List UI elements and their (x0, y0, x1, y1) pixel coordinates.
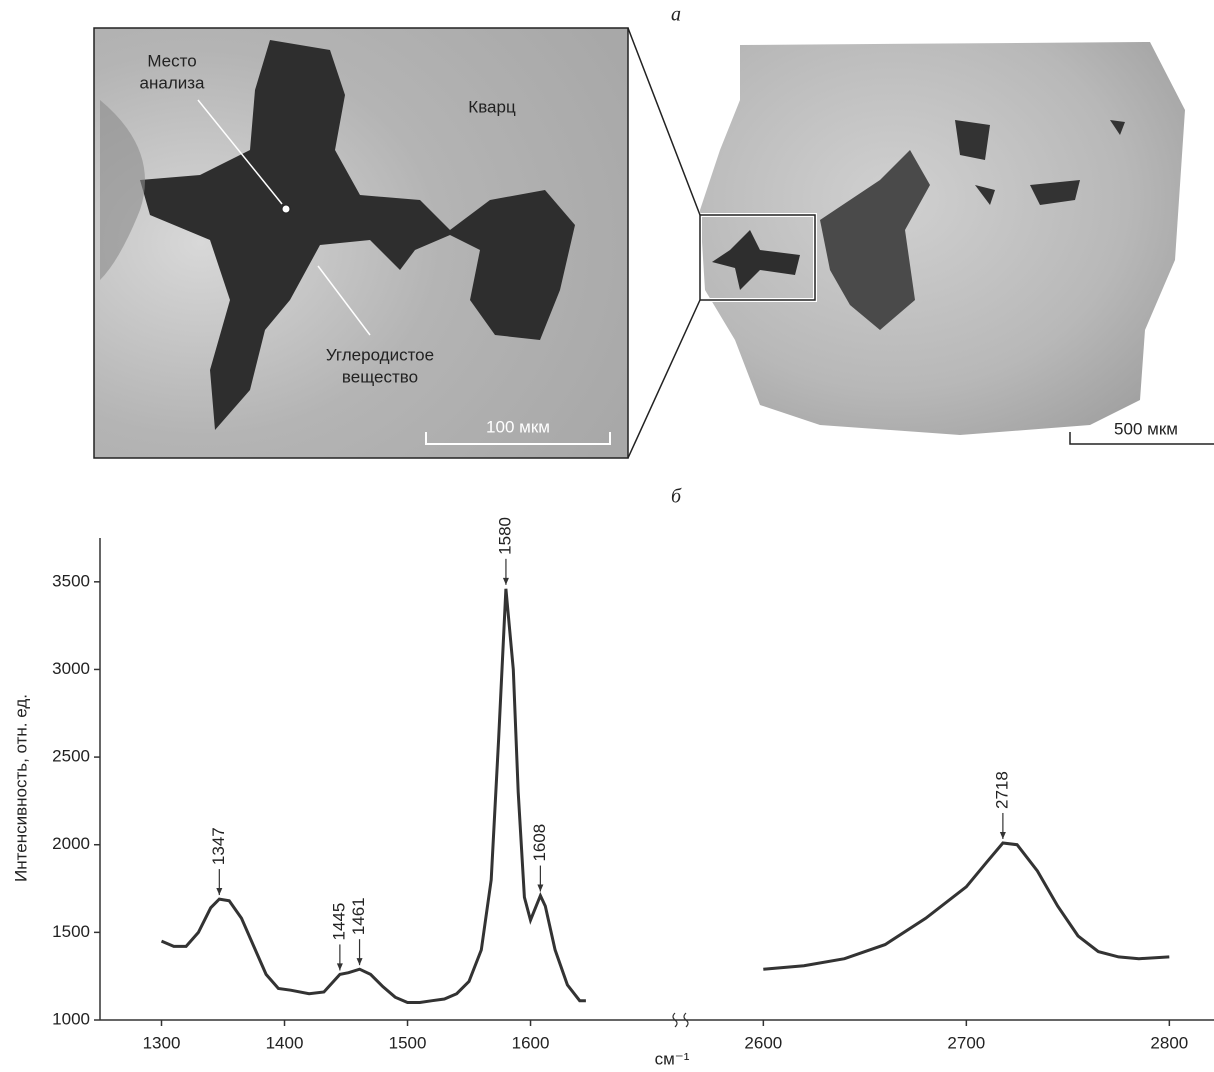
annotation: Углеродистое (326, 345, 434, 364)
y-axis-label: Интенсивность, отн. ед. (11, 694, 30, 882)
peak-label: 1445 (329, 903, 348, 941)
spectrum-line (162, 589, 586, 1003)
x-tick-label: 1500 (389, 1033, 427, 1052)
y-tick-label: 1500 (52, 922, 90, 941)
annotation: Кварц (468, 97, 516, 116)
annotation: Место (147, 51, 196, 70)
x-tick-label: 1600 (512, 1033, 550, 1052)
x-tick-label: 1400 (266, 1033, 304, 1052)
micrograph-inset (94, 28, 628, 458)
figure: а Место анализа Кварц Углеродистое вещес… (0, 0, 1214, 1072)
x-tick-label: 2700 (947, 1033, 985, 1052)
x-tick-label: 2800 (1150, 1033, 1188, 1052)
scale-label: 500 мкм (1114, 419, 1178, 438)
y-tick-label: 2000 (52, 834, 90, 853)
y-tick-label: 3500 (52, 571, 90, 590)
arrow-head (1000, 832, 1006, 839)
arrow-head (357, 958, 363, 965)
peak-label: 1347 (209, 827, 228, 865)
y-tick-label: 1000 (52, 1009, 90, 1028)
x-tick-label: 1300 (143, 1033, 181, 1052)
scale-label: 100 мкм (486, 417, 550, 436)
arrow-head (216, 888, 222, 895)
panel-label: а (671, 4, 681, 26)
arrow-head (337, 963, 343, 970)
peak-label: 1580 (495, 517, 514, 555)
x-tick-label: 2600 (744, 1033, 782, 1052)
peak-label: 1461 (349, 897, 368, 935)
arrow-head (503, 578, 509, 585)
annotation: вещество (342, 367, 418, 386)
micrograph-overview (628, 28, 1214, 458)
peak-label: 2718 (992, 771, 1011, 809)
spectrum-line (763, 843, 1169, 969)
y-tick-label: 2500 (52, 747, 90, 766)
arrow-head (537, 885, 543, 892)
panel-label: б (671, 486, 682, 508)
annotation: анализа (140, 73, 206, 92)
y-tick-label: 3000 (52, 659, 90, 678)
x-axis-label: см⁻¹ (655, 1049, 690, 1068)
peak-label: 1608 (530, 824, 549, 862)
